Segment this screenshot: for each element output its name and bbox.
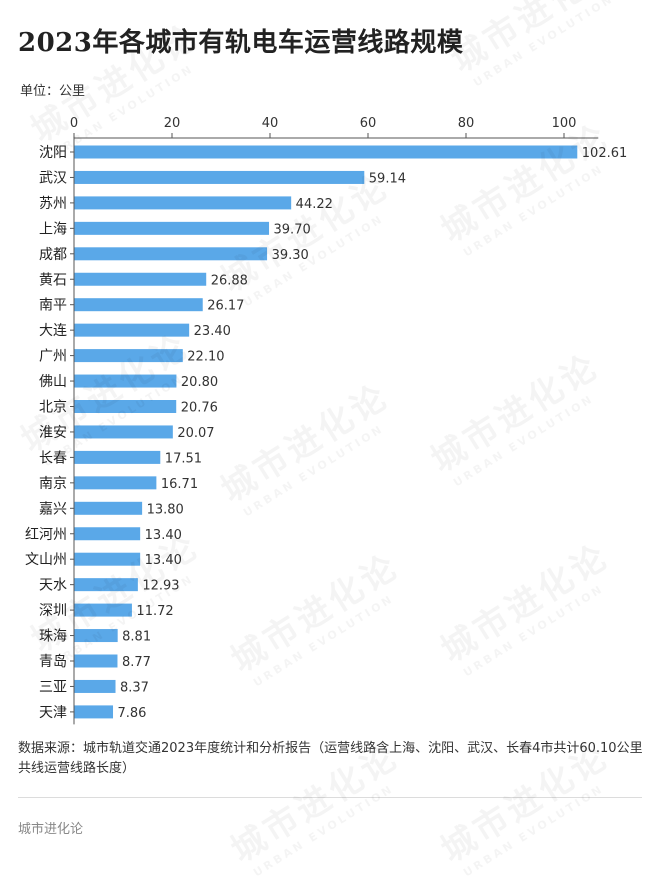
category-label: 武汉 xyxy=(39,170,67,186)
category-label: 淮安 xyxy=(39,425,67,441)
bar xyxy=(74,629,118,643)
x-tick-label: 100 xyxy=(552,116,577,131)
bar xyxy=(74,221,270,235)
value-label: 8.37 xyxy=(120,680,149,695)
bar-chart: 0 20 40 60 80 100 沈阳 102.61 武汉 59.14 苏州 44.22 上海 39.7… xyxy=(25,116,628,725)
watermark-en: URBAN EVOLUTION xyxy=(461,771,624,880)
category-label: 大连 xyxy=(39,323,67,339)
bar xyxy=(74,323,190,337)
bar xyxy=(74,578,138,592)
category-label: 上海 xyxy=(39,221,67,237)
category-label: 南平 xyxy=(39,298,67,314)
category-label: 红河州 xyxy=(25,527,67,543)
category-label: 嘉兴 xyxy=(39,501,67,517)
bar xyxy=(74,679,116,693)
category-label: 天津 xyxy=(39,705,67,721)
brand-footer: 城市进化论 xyxy=(18,822,84,837)
value-label: 7.86 xyxy=(118,706,147,721)
bar xyxy=(74,196,292,210)
bar xyxy=(74,374,177,388)
x-tick-label: 20 xyxy=(164,116,181,131)
bar xyxy=(74,450,161,464)
bar xyxy=(74,603,132,617)
value-label: 26.88 xyxy=(211,273,248,288)
category-label: 文山州 xyxy=(25,552,67,568)
bar xyxy=(74,705,114,719)
bar xyxy=(74,349,183,363)
value-label: 26.17 xyxy=(207,299,244,314)
data-source-note: 数据来源：城市轨道交通2023年度统计和分析报告（运营线路含上海、沈阳、武汉、长… xyxy=(18,741,643,776)
divider xyxy=(18,797,642,798)
category-label: 深圳 xyxy=(39,603,67,619)
bar xyxy=(74,247,268,261)
value-label: 12.93 xyxy=(142,579,179,594)
unit-label: 单位：公里 xyxy=(20,84,86,99)
x-tick-label: 0 xyxy=(70,116,78,131)
bar xyxy=(74,272,207,286)
value-label: 39.70 xyxy=(274,222,311,237)
category-label: 佛山 xyxy=(39,374,67,390)
bar xyxy=(74,527,141,541)
value-label: 22.10 xyxy=(187,350,224,365)
category-label: 三亚 xyxy=(39,679,67,695)
value-label: 17.51 xyxy=(165,451,202,466)
category-label: 南京 xyxy=(39,476,67,492)
category-label: 珠海 xyxy=(39,629,67,645)
category-label: 北京 xyxy=(39,400,67,416)
category-label: 黄石 xyxy=(39,271,67,288)
category-label: 成都 xyxy=(39,247,67,263)
value-label: 16.71 xyxy=(161,477,198,492)
bar xyxy=(74,145,578,159)
bar xyxy=(74,476,157,490)
value-label: 102.61 xyxy=(582,146,628,161)
value-label: 8.77 xyxy=(122,655,151,670)
category-label: 长春 xyxy=(39,450,67,466)
value-label: 20.80 xyxy=(181,375,218,390)
bar xyxy=(74,425,173,439)
value-label: 13.40 xyxy=(145,528,182,543)
value-label: 23.40 xyxy=(194,324,231,339)
value-label: 39.30 xyxy=(272,248,309,263)
category-label: 苏州 xyxy=(39,196,67,212)
bar xyxy=(74,552,141,566)
value-label: 11.72 xyxy=(136,604,173,619)
value-label: 20.76 xyxy=(181,401,218,416)
value-label: 8.81 xyxy=(122,630,151,645)
value-label: 20.07 xyxy=(177,426,214,441)
category-label: 沈阳 xyxy=(39,145,67,161)
chart-title: 2023年各城市有轨电车运营线路规模 xyxy=(18,28,464,58)
bar xyxy=(74,170,365,184)
bar xyxy=(74,654,118,668)
value-label: 44.22 xyxy=(296,197,333,212)
category-label: 广州 xyxy=(39,349,67,365)
x-tick-label: 40 xyxy=(262,116,279,131)
bar xyxy=(74,298,203,312)
category-label: 天水 xyxy=(39,578,67,594)
value-label: 13.40 xyxy=(145,553,182,568)
value-label: 13.80 xyxy=(147,502,184,517)
watermark-en: URBAN EVOLUTION xyxy=(251,771,414,880)
x-tick-label: 80 xyxy=(458,116,475,131)
bar xyxy=(74,501,143,515)
bar xyxy=(74,400,177,413)
value-label: 59.14 xyxy=(369,171,406,186)
x-tick-label: 60 xyxy=(360,116,377,131)
category-label: 青岛 xyxy=(39,654,67,670)
